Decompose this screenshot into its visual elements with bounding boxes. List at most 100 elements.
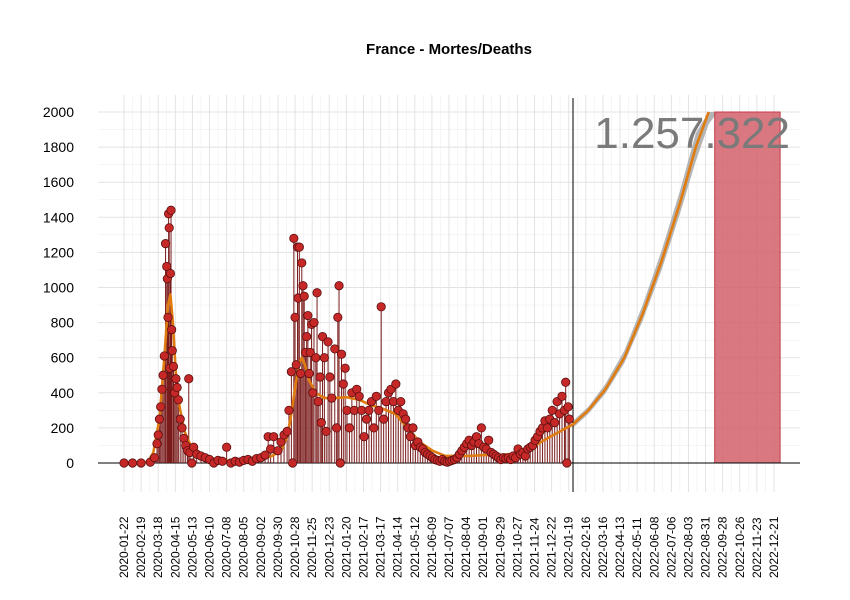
- data-point: [379, 414, 389, 424]
- data-point: [222, 442, 232, 452]
- y-tick-labels: 0 200 400 600 800 1000 1200 1400 1600 1800 2000: [43, 104, 74, 471]
- data-point: [157, 384, 167, 394]
- x-tick-label: 2022-10-26: [733, 516, 747, 578]
- data-point: [291, 360, 301, 370]
- data-point: [290, 312, 300, 322]
- x-tick-label: 2020-11-25: [305, 517, 319, 578]
- data-point: [374, 405, 384, 415]
- data-point: [401, 414, 411, 424]
- data-point: [564, 414, 574, 424]
- data-point: [289, 233, 299, 243]
- x-tick-label: 2022-08-03: [681, 516, 695, 578]
- x-tick-label: 2020-09-02: [254, 516, 268, 578]
- y-tick-label: 600: [51, 350, 75, 366]
- data-point: [369, 423, 379, 433]
- data-point: [166, 205, 176, 215]
- data-point: [294, 242, 304, 252]
- data-point: [119, 458, 129, 468]
- data-point: [476, 423, 486, 433]
- x-tick-label: 2022-03-16: [596, 516, 610, 578]
- x-tick-label: 2020-05-13: [185, 516, 199, 578]
- data-point: [303, 310, 313, 321]
- data-point: [305, 347, 315, 358]
- x-tick-label: 2022-12-21: [767, 516, 781, 578]
- data-point: [312, 288, 322, 298]
- y-tick-label: 1800: [43, 139, 74, 155]
- x-tick-label: 2020-03-18: [151, 516, 165, 578]
- x-tick-label: 2020-08-05: [237, 516, 251, 578]
- data-point: [359, 432, 369, 442]
- data-point: [323, 337, 333, 347]
- y-tick-label: 2000: [43, 104, 74, 120]
- data-point: [309, 317, 319, 328]
- x-tick-label: 2022-09-28: [716, 516, 730, 578]
- data-point: [164, 223, 174, 233]
- data-point: [153, 430, 163, 440]
- data-point: [313, 396, 323, 407]
- data-point: [167, 346, 177, 356]
- data-point: [177, 423, 187, 433]
- x-tick-label: 2020-10-28: [288, 516, 302, 578]
- forecast-band: [573, 112, 718, 428]
- data-point: [336, 349, 347, 359]
- data-point: [154, 414, 165, 424]
- data-point: [550, 418, 560, 428]
- data-point: [333, 312, 343, 322]
- x-tick-label: 2021-01-20: [339, 516, 353, 578]
- data-point: [173, 395, 183, 405]
- x-tick-label: 2021-06-09: [425, 516, 439, 578]
- x-tick-label: 2021-09-01: [476, 516, 490, 578]
- x-tick-label: 2022-04-13: [613, 516, 627, 578]
- data-point: [288, 458, 298, 468]
- data-point: [317, 332, 328, 342]
- x-tick-label: 2020-06-10: [203, 516, 217, 578]
- grid: [98, 95, 800, 492]
- data-point: [361, 414, 372, 424]
- x-tick-label: 2021-08-04: [459, 516, 473, 578]
- data-point: [304, 368, 314, 379]
- data-point: [308, 388, 318, 398]
- data-point: [282, 426, 292, 437]
- data-point: [542, 423, 552, 433]
- data-point: [136, 458, 146, 468]
- x-tick-label: 2022-02-16: [579, 516, 593, 578]
- data-point: [484, 435, 494, 445]
- data-point: [149, 453, 160, 463]
- x-tick-label: 2021-04-14: [391, 516, 405, 578]
- data-point: [298, 281, 308, 291]
- data-point: [165, 268, 176, 279]
- x-tick-label: 2020-09-30: [271, 516, 285, 578]
- data-point: [295, 368, 306, 379]
- data-point: [335, 458, 345, 468]
- data-point: [269, 432, 279, 442]
- data-point: [391, 379, 401, 389]
- data-point: [311, 353, 321, 363]
- data-point: [408, 423, 418, 433]
- x-tick-label: 2021-09-29: [493, 516, 507, 578]
- data-point: [187, 458, 197, 468]
- x-tick-label: 2020-04-15: [168, 516, 182, 578]
- data-point: [396, 396, 406, 407]
- data-point: [315, 372, 325, 382]
- data-point: [327, 393, 337, 403]
- x-tick-label: 2021-02-17: [356, 516, 370, 578]
- data-point: [302, 332, 312, 342]
- data-point: [334, 281, 344, 291]
- data-point: [319, 353, 329, 363]
- data-point: [299, 291, 309, 301]
- x-tick-label: 2022-08-31: [699, 516, 713, 578]
- data-point: [167, 325, 177, 335]
- data-point: [184, 374, 194, 384]
- data-point: [405, 432, 416, 442]
- y-tick-label: 200: [51, 420, 75, 436]
- forecast-bar: [714, 111, 781, 464]
- x-tick-label: 2020-12-23: [322, 516, 336, 578]
- data-point: [175, 414, 185, 424]
- data-point: [316, 418, 326, 428]
- data-point: [297, 258, 307, 268]
- data-point: [376, 302, 386, 312]
- data-point: [563, 402, 573, 412]
- data-point: [340, 363, 350, 373]
- x-tick-label: 2022-11-23: [750, 517, 764, 578]
- data-point: [160, 239, 171, 249]
